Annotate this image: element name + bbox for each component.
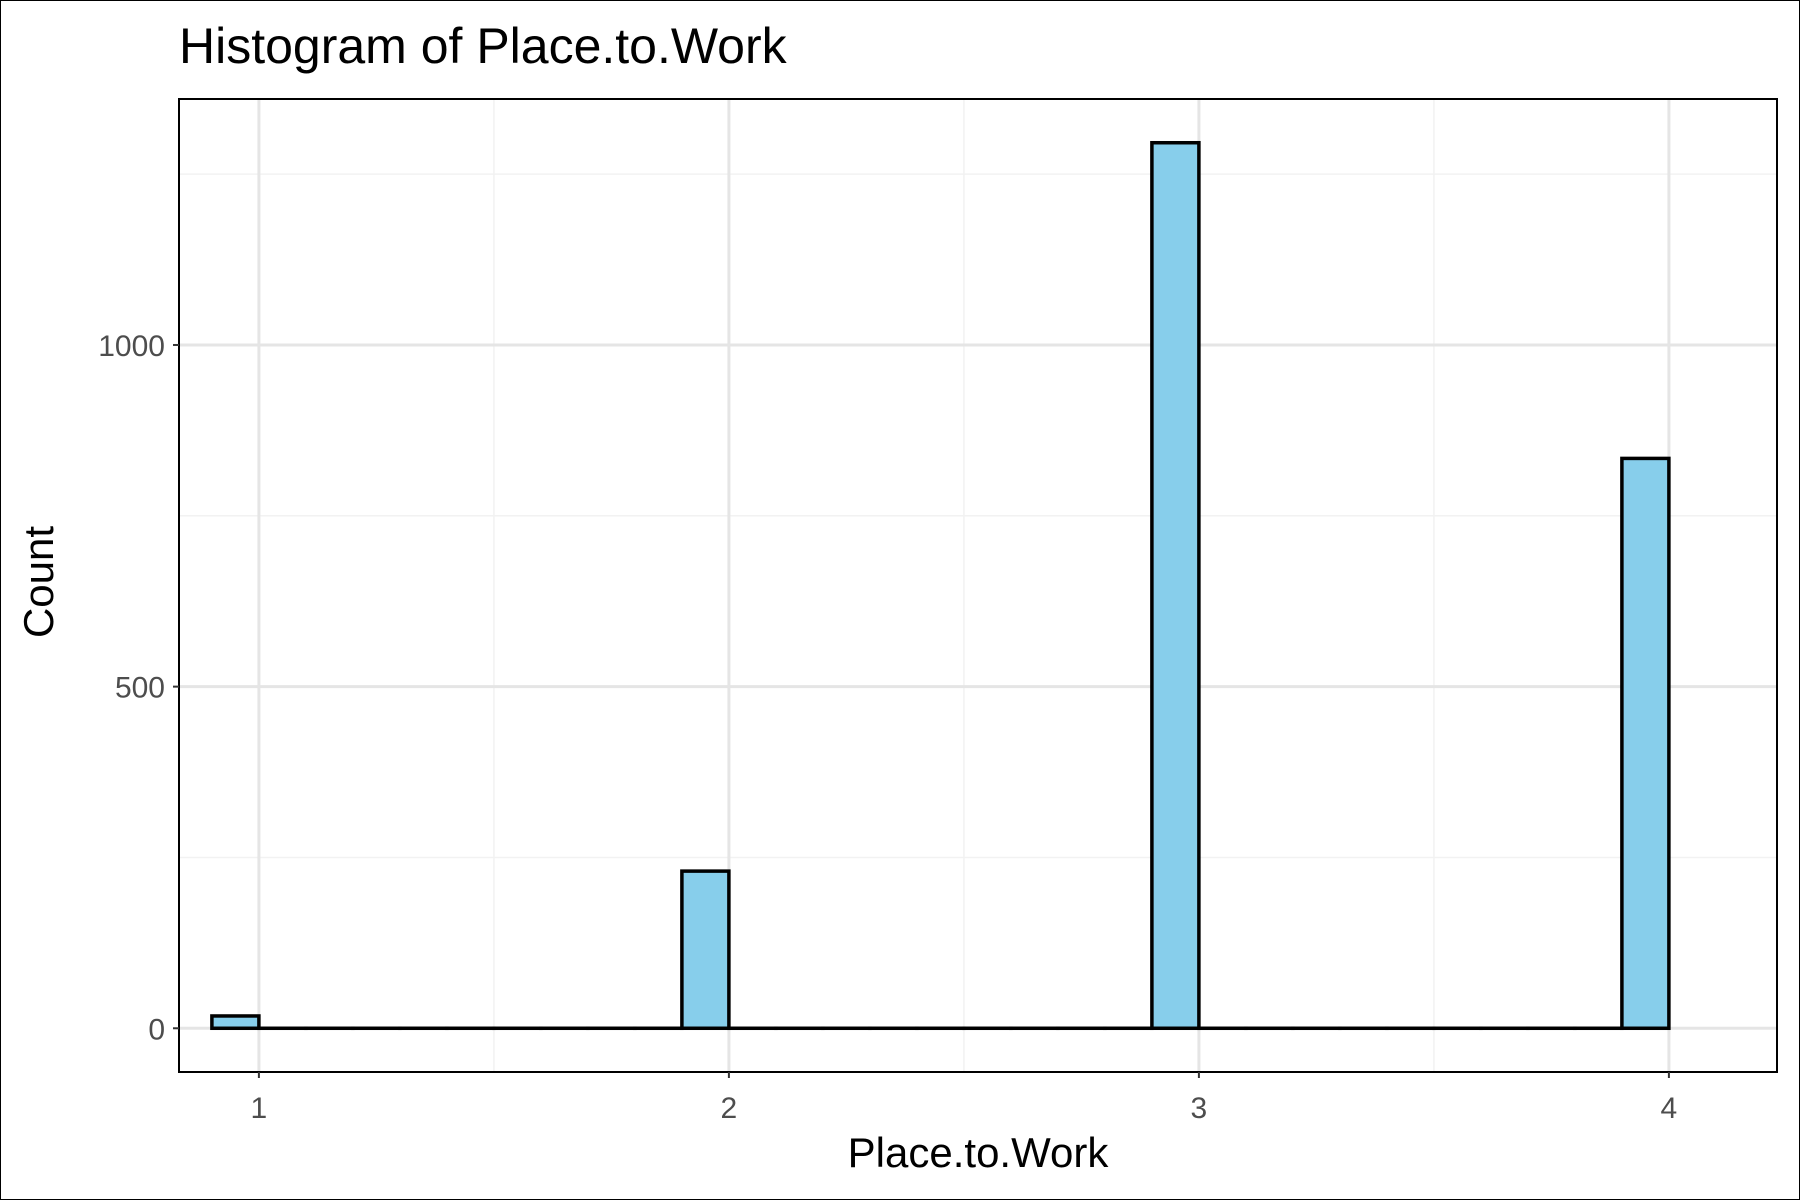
x-axis-ticks: 1 2 3 4 — [251, 1072, 1678, 1125]
histogram-bar — [1620, 456, 1671, 1031]
histogram-bar — [680, 869, 731, 1031]
x-axis-title: Place.to.Work — [848, 1129, 1110, 1176]
y-axis-ticks: 0 500 1000 — [98, 330, 179, 1046]
x-tick-label: 1 — [251, 1092, 268, 1125]
x-tick-label: 2 — [721, 1092, 738, 1125]
x-tick-label: 4 — [1661, 1092, 1678, 1125]
chart-title: Histogram of Place.to.Work — [179, 18, 788, 74]
histogram-bars — [210, 140, 1671, 1031]
histogram-bar — [210, 1014, 261, 1031]
y-tick-label: 1000 — [98, 330, 165, 363]
y-axis-title: Count — [15, 526, 62, 638]
y-tick-label: 500 — [115, 672, 165, 705]
y-tick-label: 0 — [148, 1013, 165, 1046]
grid-lines — [179, 99, 1777, 1072]
histogram-bar — [1150, 140, 1201, 1031]
plot-panel-border — [178, 98, 1778, 1073]
x-tick-label: 3 — [1191, 1092, 1208, 1125]
